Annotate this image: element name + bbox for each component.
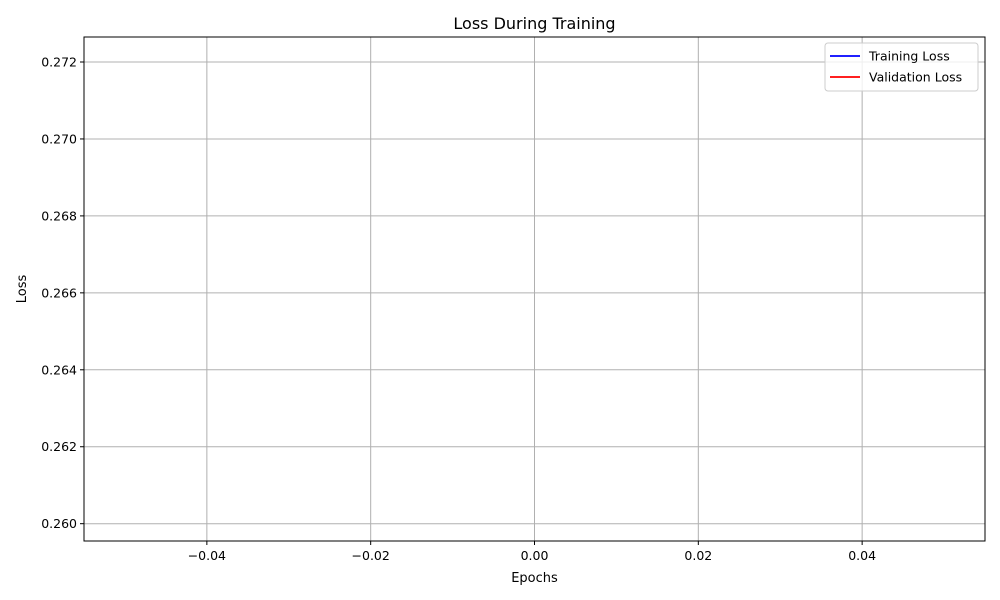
y-tick-label: 0.268 [41, 208, 77, 223]
legend-label-validation-loss: Validation Loss [869, 70, 962, 85]
grid [84, 37, 985, 541]
x-tick-label: −0.04 [188, 548, 226, 563]
y-axis-ticks: 0.260 0.262 0.264 0.266 0.268 0.270 0.272 [41, 55, 84, 532]
y-tick-label: 0.266 [41, 285, 77, 300]
x-tick-label: 0.02 [684, 548, 712, 563]
y-tick-label: 0.264 [41, 362, 77, 377]
x-tick-label: 0.04 [848, 548, 876, 563]
y-tick-label: 0.272 [41, 55, 77, 70]
chart-title: Loss During Training [453, 14, 615, 33]
y-axis-label: Loss [15, 275, 30, 304]
x-axis-label: Epochs [511, 571, 558, 586]
legend: Training Loss Validation Loss [825, 43, 978, 91]
y-tick-label: 0.270 [41, 131, 77, 146]
y-tick-label: 0.262 [41, 439, 77, 454]
y-tick-label: 0.260 [41, 516, 77, 531]
legend-label-training-loss: Training Loss [868, 49, 950, 64]
x-tick-label: 0.00 [521, 548, 549, 563]
x-axis-ticks: −0.04 −0.02 0.00 0.02 0.04 [188, 541, 876, 563]
x-tick-label: −0.02 [352, 548, 390, 563]
